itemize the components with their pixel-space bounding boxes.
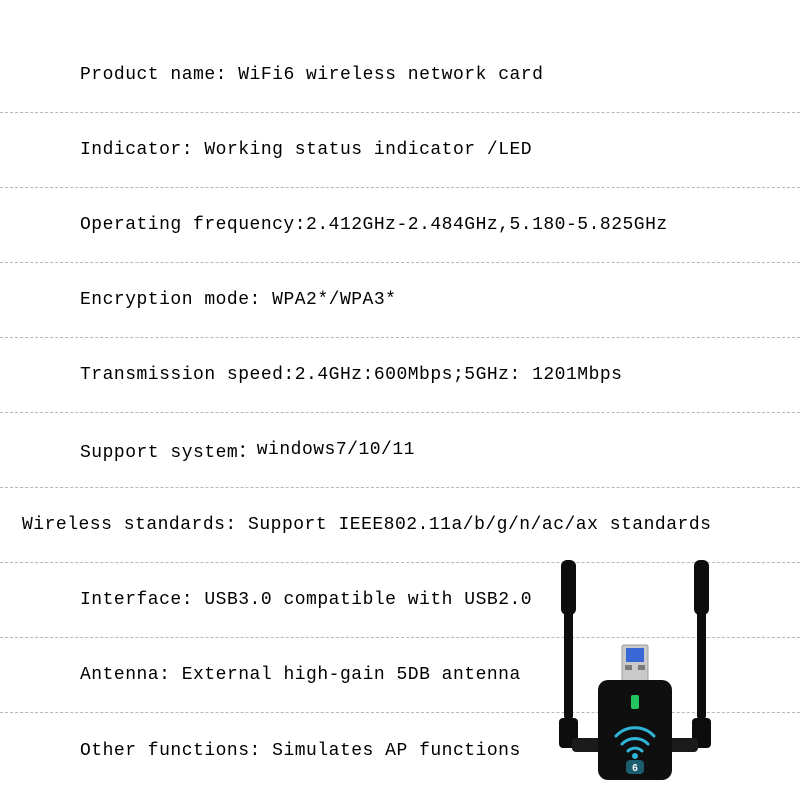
spec-row-support-system: Support system： windows7/10/11: [0, 413, 800, 488]
svg-text:6: 6: [632, 763, 638, 774]
spec-value: USB3.0 compatible with USB2.0: [204, 590, 532, 610]
spec-row-transmission-speed: Transmission speed: 2.4GHz:600Mbps;5GHz:…: [0, 338, 800, 413]
spec-row-operating-frequency: Operating frequency: 2.412GHz-2.484GHz,5…: [0, 188, 800, 263]
spec-value: WPA2*/WPA3*: [272, 290, 396, 310]
spec-value: windows7/10/11: [257, 440, 415, 460]
spec-label: Operating frequency:: [80, 215, 306, 235]
spec-row-product-name: Product name: WiFi6 wireless network car…: [0, 38, 800, 113]
product-image: 6: [530, 550, 740, 790]
spec-label: Wireless standards:: [22, 515, 237, 535]
spec-label: Transmission speed:: [80, 365, 295, 385]
spec-label: Encryption mode:: [80, 290, 261, 310]
spec-value: 2.412GHz-2.484GHz,5.180-5.825GHz: [306, 215, 668, 235]
spec-label: Support system：: [80, 437, 257, 463]
spec-label: Indicator:: [80, 140, 193, 160]
usb-connector-icon: [622, 645, 648, 685]
adapter-body: 6: [598, 680, 672, 780]
spec-label: Other functions:: [80, 741, 261, 761]
spec-label: Interface:: [80, 590, 193, 610]
left-antenna: [559, 560, 602, 752]
spec-value: WiFi6 wireless network card: [238, 65, 543, 85]
spec-value: Working status indicator /LED: [204, 140, 532, 160]
spec-value: External high-gain 5DB antenna: [182, 665, 521, 685]
spec-value: 2.4GHz:600Mbps;5GHz: 1201Mbps: [295, 365, 623, 385]
spec-row-indicator: Indicator: Working status indicator /LED: [0, 113, 800, 188]
spec-row-encryption-mode: Encryption mode: WPA2*/WPA3*: [0, 263, 800, 338]
spec-label: Antenna:: [80, 665, 170, 685]
right-antenna: [668, 560, 711, 752]
spec-value: Simulates AP functions: [272, 741, 521, 761]
spec-label: Product name:: [80, 65, 227, 85]
led-indicator-icon: [631, 695, 639, 709]
spec-value: Support IEEE802.11a/b/g/n/ac/ax standard…: [248, 515, 711, 535]
